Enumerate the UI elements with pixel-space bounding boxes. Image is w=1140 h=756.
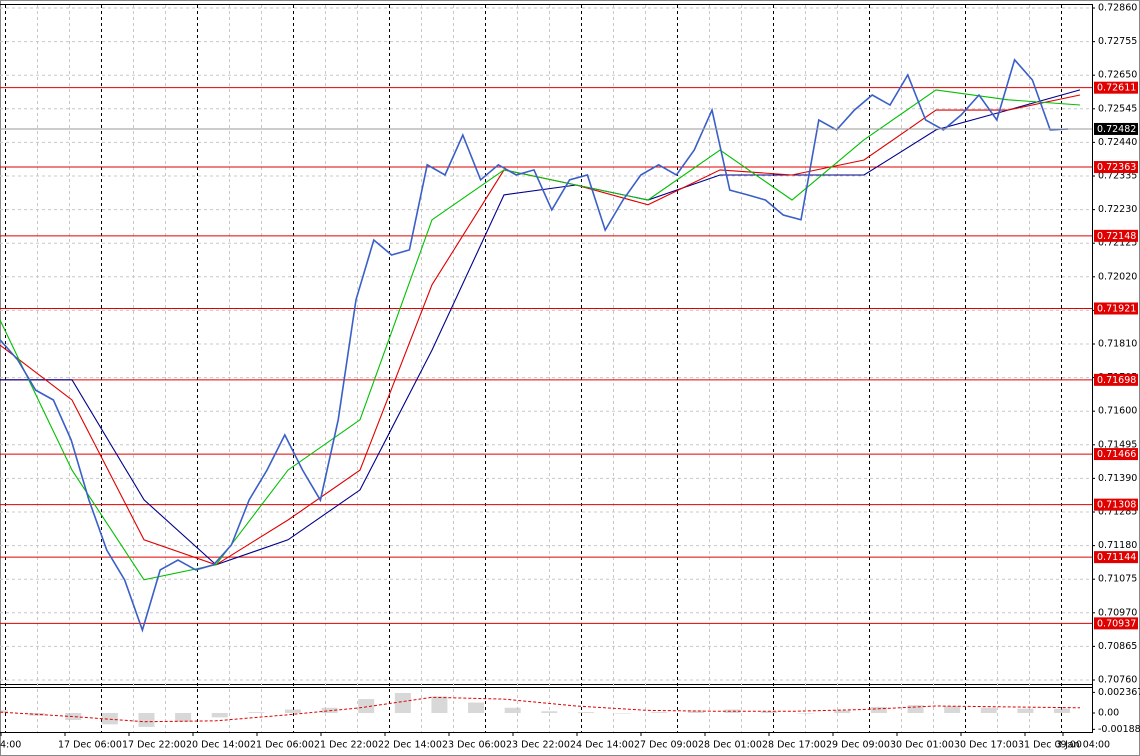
x-tick-label: 17 Dec 22:00: [122, 740, 186, 751]
y-tick-label: 0.72125: [1098, 238, 1137, 249]
level-label: 0.71144: [1097, 552, 1136, 563]
series-line: [0, 89, 1081, 581]
y-tick-label: 0.00: [1098, 708, 1119, 719]
x-tick-label: 17 Dec 06:00: [58, 740, 122, 751]
histogram-bar: [468, 702, 485, 714]
histogram-bar: [797, 713, 814, 714]
level-label: 0.70937: [1097, 618, 1136, 629]
histogram-bar: [358, 699, 375, 714]
histogram-bar: [541, 711, 558, 714]
x-tick-label: 23 Dec 06:00: [442, 740, 506, 751]
level-label: 0.71921: [1097, 303, 1136, 314]
x-tick-label: 31 Dec 09:00: [1018, 740, 1082, 751]
y-tick-label: 0.71390: [1098, 473, 1137, 484]
level-box: [1094, 551, 1138, 564]
histogram-bar: [907, 705, 924, 714]
level-label: 0.72611: [1097, 83, 1136, 94]
y-tick-label: 0.70760: [1098, 675, 1137, 686]
y-tick-label: 0.70865: [1098, 641, 1137, 652]
histogram-bar: [724, 709, 741, 714]
histogram-bar: [138, 713, 155, 727]
level-box: [1094, 81, 1138, 94]
histogram-bar: [651, 712, 668, 714]
y-tick-label: 0.72440: [1098, 137, 1137, 148]
level-box: [1094, 617, 1138, 630]
histogram-bar: [980, 707, 997, 714]
level-label: 0.71698: [1097, 375, 1136, 386]
level-box: [1094, 229, 1138, 242]
y-tick-label: 0.71075: [1098, 574, 1137, 585]
last-label: 0.72482: [1097, 124, 1136, 135]
y-tick-label: 0.71285: [1098, 507, 1137, 518]
x-tick-label: 27 Dec 09:00: [634, 740, 698, 751]
y-tick-label: 0.71810: [1098, 339, 1137, 350]
x-tick-label: 30 Dec 01:00: [890, 740, 954, 751]
y-tick-label: 0.72545: [1098, 103, 1137, 114]
x-tick-label: 3 Jan 04:00: [1056, 740, 1110, 751]
y-tick-label: 0.72335: [1098, 171, 1137, 182]
level-box: [1094, 373, 1138, 386]
y-tick-label: 0.72650: [1098, 70, 1137, 81]
histogram-bar: [0, 710, 8, 714]
signal-line: [0, 696, 1081, 723]
y-tick-label: 0.71495: [1098, 439, 1137, 450]
histogram-bar: [101, 713, 118, 725]
histogram-bar: [211, 713, 228, 718]
x-tick-label: 24 Dec 14:00: [570, 740, 634, 751]
histogram-bar: [1054, 708, 1070, 714]
x-tick-label: 23 Dec 22:00: [506, 740, 570, 751]
y-tick-label: 0.71600: [1098, 406, 1137, 417]
histogram-bar: [870, 706, 887, 714]
x-tick-label: 22 Dec 14:00: [378, 740, 442, 751]
histogram-bar: [431, 696, 448, 714]
x-tick-label: 21 Dec 22:00: [314, 740, 378, 751]
x-tick-label: 28 Dec 01:00: [698, 740, 762, 751]
histogram-bar: [1017, 708, 1034, 714]
x-tick-label: 21 Dec 06:00: [250, 740, 314, 751]
y-tick-label: 0.002367: [1098, 687, 1140, 698]
y-tick-label: 0.70970: [1098, 607, 1137, 618]
histogram-bar: [504, 707, 521, 714]
level-label: 0.72363: [1097, 162, 1136, 173]
series-line: [0, 89, 1081, 566]
y-tick-label: 0.72755: [1098, 36, 1137, 47]
level-label: 0.71308: [1097, 500, 1136, 511]
x-tick-label: 4:00: [0, 740, 21, 751]
level-label: 0.71466: [1097, 449, 1136, 460]
histogram-bar: [248, 712, 265, 714]
y-tick-label: -0.00188: [1098, 724, 1140, 735]
x-tick-label: 20 Dec 14:00: [186, 740, 250, 751]
histogram-bar: [577, 712, 594, 714]
y-tick-label: 0.71180: [1098, 540, 1137, 551]
histogram-bar: [65, 713, 82, 720]
histogram-bar: [284, 709, 301, 714]
level-label: 0.72148: [1097, 231, 1136, 242]
histogram-bar: [394, 692, 411, 714]
histogram-bar: [944, 706, 961, 714]
histogram-bar: [834, 710, 851, 714]
y-tick-label: 0.72020: [1098, 271, 1137, 282]
histogram-bar: [687, 710, 704, 714]
y-tick-label: 0.72230: [1098, 204, 1137, 215]
histogram-bar: [761, 711, 778, 714]
y-tick-label: 0.72860: [1098, 3, 1137, 14]
x-tick-label: 29 Dec 09:00: [826, 740, 890, 751]
x-tick-label: 30 Dec 17:00: [954, 740, 1018, 751]
last-box: [1094, 122, 1138, 135]
series-line: [0, 58, 1069, 633]
x-tick-label: 28 Dec 17:00: [762, 740, 826, 751]
level-box: [1094, 161, 1138, 174]
level-box: [1094, 498, 1138, 511]
histogram-bar: [614, 713, 631, 714]
level-box: [1094, 448, 1138, 461]
histogram-bar: [175, 713, 192, 722]
level-box: [1094, 302, 1138, 315]
